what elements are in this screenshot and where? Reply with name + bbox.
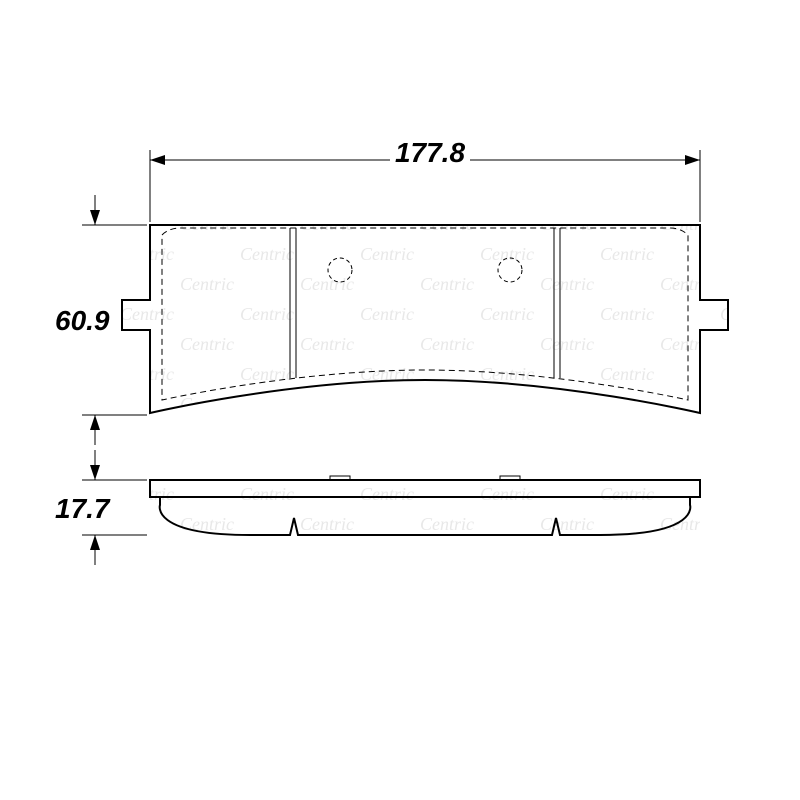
- height-value: 60.9: [55, 305, 110, 336]
- front-view: [120, 220, 732, 420]
- technical-drawing: Centric Centric 177.8 60.9: [0, 0, 800, 800]
- thickness-value: 17.7: [55, 493, 111, 524]
- width-value: 177.8: [395, 137, 465, 168]
- top-view: [148, 476, 702, 537]
- width-dimension: 177.8: [150, 137, 700, 222]
- thickness-dimension: 17.7: [55, 450, 147, 565]
